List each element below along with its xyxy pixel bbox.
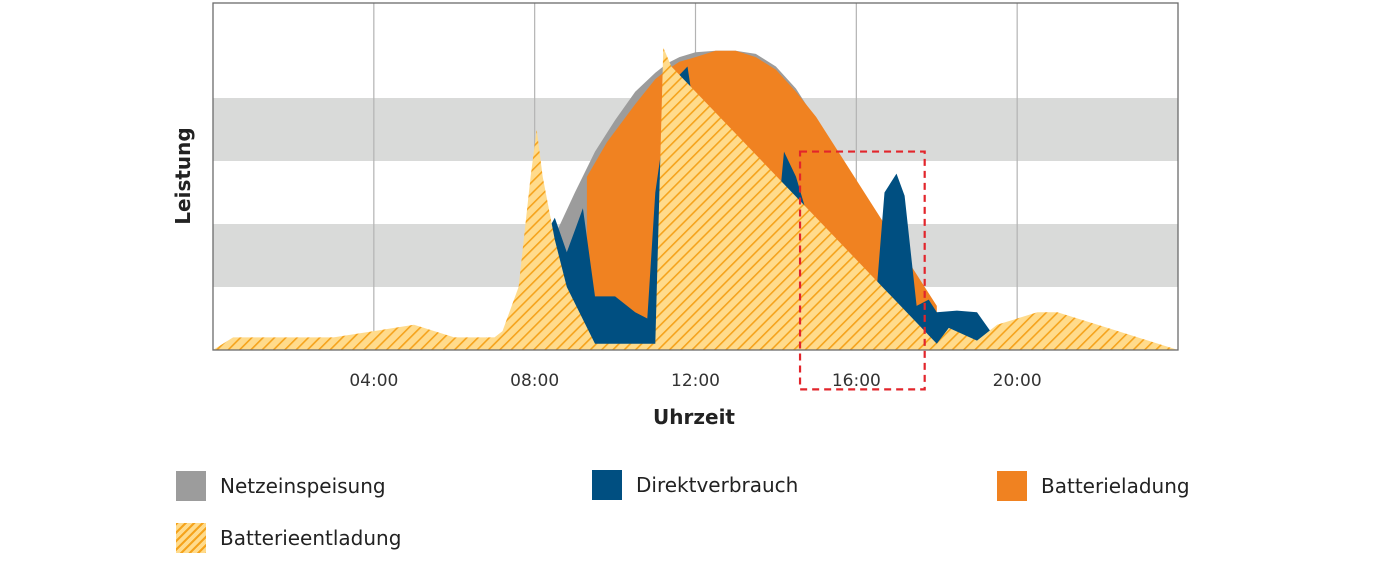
x-tick-label: 20:00 <box>993 371 1042 391</box>
x-tick-label: 08:00 <box>510 371 559 391</box>
x-axis-title: Uhrzeit <box>653 405 735 429</box>
area-series <box>213 47 1178 350</box>
highlight-box <box>798 150 926 391</box>
y-axis-title: Leistung <box>171 127 195 224</box>
plot-border <box>212 2 1179 351</box>
x-tick-label: 12:00 <box>671 371 720 391</box>
x-tick-label: 16:00 <box>832 371 881 391</box>
x-tick-label: 04:00 <box>349 371 398 391</box>
series-batterieentladung <box>213 47 1178 350</box>
x-tick-labels: 04:00 08:00 12:00 16:00 20:00 <box>349 371 1041 391</box>
